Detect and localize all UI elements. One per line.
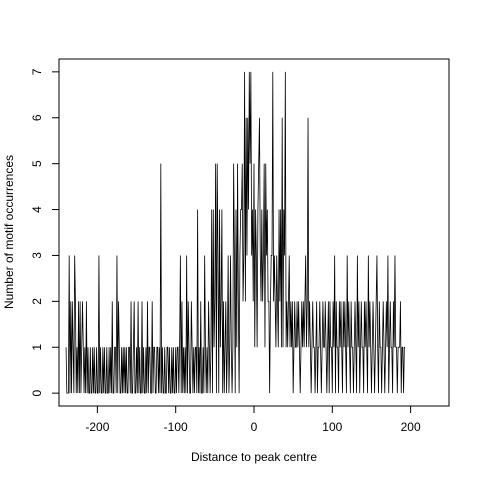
y-tick-label: 6	[30, 114, 44, 121]
x-tick-label: 0	[251, 420, 258, 434]
x-tick-label: -200	[85, 420, 109, 434]
x-axis-title: Distance to peak centre	[191, 450, 317, 464]
y-tick-label: 4	[30, 206, 44, 213]
y-tick-label: 2	[30, 298, 44, 305]
x-tick-label: 200	[401, 420, 421, 434]
y-tick-label: 7	[30, 68, 44, 75]
x-tick-label: 100	[322, 420, 342, 434]
y-tick-label: 1	[30, 344, 44, 351]
y-axis-title: Number of motif occurrences	[2, 155, 16, 309]
x-axis: -200 -100 0 100 200	[85, 405, 421, 434]
y-tick-label: 0	[30, 389, 44, 396]
y-tick-label: 3	[30, 252, 44, 259]
y-axis: 0 1 2 3 4 5 6 7	[30, 68, 60, 396]
x-tick-label: -100	[164, 420, 188, 434]
motif-occurrence-line	[65, 71, 406, 394]
y-tick-label: 5	[30, 160, 44, 167]
